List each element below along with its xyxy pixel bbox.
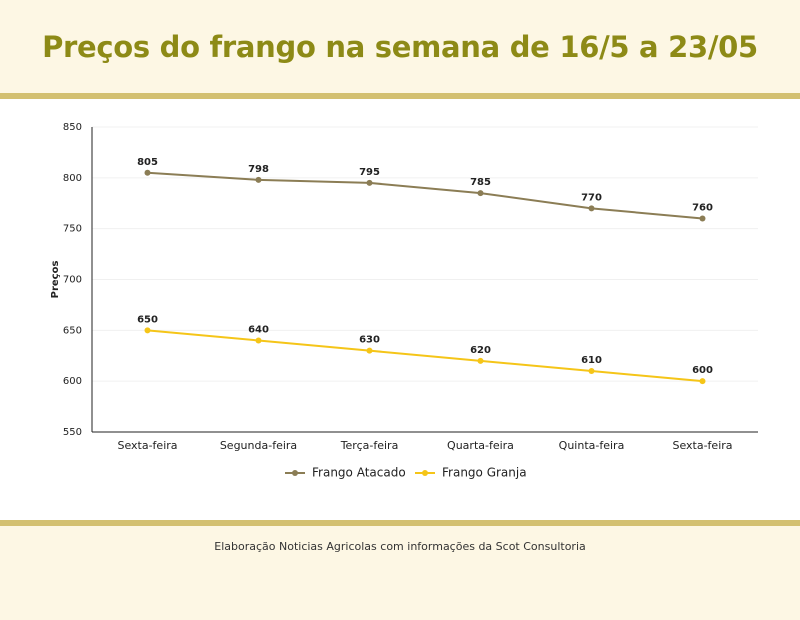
y-axis-label: Preços [50,261,61,299]
legend-label: Frango Granja [442,466,527,480]
y-tick-label: 800 [63,173,82,184]
x-tick-label: Sexta-feira [117,439,177,452]
point [366,347,373,354]
y-tick-label: 600 [63,376,82,387]
point [477,190,484,197]
point [588,368,595,374]
y-tick-label: 650 [63,325,82,336]
footer-text: Elaboração Noticias Agricolas com inform… [214,540,586,553]
x-tick-label: Quarta-feira [447,439,514,452]
point [144,169,151,176]
data-label: 795 [359,167,380,178]
data-label: 630 [359,335,380,346]
point [255,337,262,344]
data-label: 805 [137,157,158,168]
data-label: 620 [470,345,491,356]
data-label: 640 [248,325,269,336]
header: Preços do frango na semana de 16/5 a 23/… [0,0,800,93]
point [477,357,484,364]
data-label: 600 [692,365,713,376]
legend-label: Frango Atacado [312,466,406,480]
data-label: 798 [248,164,269,175]
chart: 550 600 650 700 750 800 850 Preços Sexta-feira Se… [0,99,800,520]
point [255,176,262,183]
data-label: 770 [581,192,602,203]
series-line [147,329,703,383]
data-label: 610 [581,355,602,366]
y-tick-label: 750 [63,224,82,235]
legend-marker [292,470,298,476]
point [144,327,151,334]
data-label: 650 [137,314,158,325]
y-tick-label: 700 [63,275,82,286]
legend-marker [422,470,428,476]
x-tick-label: Terça-feira [340,439,399,452]
x-tick-label: Segunda-feira [220,439,297,452]
data-label: 760 [692,203,713,214]
point [699,215,706,222]
point [699,378,706,385]
data-label: 785 [470,177,491,188]
footer: Elaboração Noticias Agricolas com inform… [0,526,800,620]
divider [0,520,800,526]
point [366,179,373,186]
y-tick-label: 550 [63,427,82,438]
series-line [147,171,703,220]
divider [0,93,800,99]
title: Preços do frango na semana de 16/5 a 23/… [42,29,758,64]
x-tick-label: Sexta-feira [672,439,732,452]
y-tick-label: 850 [63,122,82,133]
point [588,205,595,212]
x-tick-label: Quinta-feira [559,439,625,452]
